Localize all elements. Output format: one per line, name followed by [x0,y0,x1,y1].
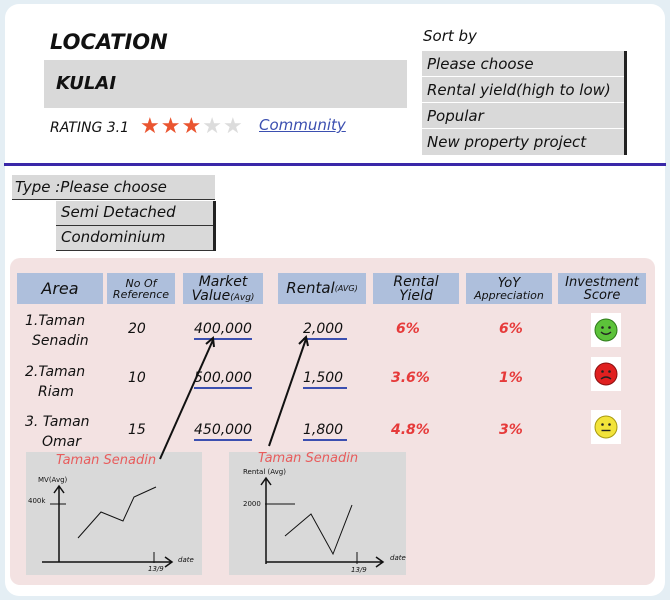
header-investment-score: Investment Score [558,273,646,304]
row-references: 15 [128,422,146,438]
mini-chart-xtick: 13/9 [148,565,164,573]
header-references: No Of Reference [107,273,175,304]
investment-score [591,410,621,444]
happy-face-icon [594,318,618,342]
rating-label: RATING 3.1 [50,120,130,136]
sort-dropdown[interactable]: Please choose Rental yield(high to low) … [422,51,627,155]
area-name-line2: Omar [42,434,81,450]
area-name-line1: 1.Taman [25,313,86,329]
mini-chart-xlabel: date [178,556,194,564]
star-empty-icon: ★ [202,114,223,139]
header-yoy-line1: YoY [497,275,521,291]
neutral-face-icon [594,415,618,439]
table-row-area[interactable]: 2.Taman Riam [25,362,85,402]
mini-chart-xlabel: date [390,554,406,562]
sort-option-rental-yield[interactable]: Rental yield(high to low) [422,77,624,103]
investment-score [591,357,621,391]
row-market-value[interactable]: 400,000 [194,321,252,340]
mini-chart-ylabel: Rental (Avg) [243,468,286,476]
star-icon: ★ [160,114,182,139]
sad-face-icon [594,362,618,386]
star-icon: ★ [140,114,161,139]
type-select[interactable]: Type :Please choose [12,175,215,200]
header-area: Area [17,273,103,304]
header-market-value-word: Value [191,287,231,304]
row-yoy: 1% [499,370,523,386]
header-score-line2: Score [583,287,621,303]
table-row-area[interactable]: 1.Taman Senadin [25,311,89,351]
area-name-line1: 3. Taman [25,414,90,430]
star-icon: ★ [181,114,203,139]
row-references: 10 [128,370,146,386]
header-references-line2: Reference [112,287,170,301]
investment-score [591,313,621,347]
market-value-mini-chart[interactable]: Taman Senadin MV(Avg) 400k date 13/9 [26,452,202,575]
row-references: 20 [128,321,146,337]
header-score-line1: Investment [565,274,639,290]
mini-chart-ylabel: MV(Avg) [38,476,68,484]
header-rental-label: Rental [286,279,335,297]
row-rental-yield: 4.8% [391,422,430,438]
header-yield-line2: Yield [399,287,433,304]
header-area-label: Area [41,278,79,298]
mini-chart-title: Taman Senadin [258,451,359,466]
area-name-line2: Senadin [32,333,89,349]
mini-chart-plot [42,484,174,568]
row-rental-yield: 6% [396,321,420,337]
community-link[interactable]: Community [259,116,346,134]
row-yoy: 3% [499,422,523,438]
section-divider [4,163,666,166]
mini-chart-ytick: 2000 [243,500,261,508]
sort-option-popular[interactable]: Popular [422,103,624,129]
sort-label: Sort by [423,27,477,45]
location-field[interactable]: KULAI [44,60,407,108]
area-name-line1: 2.Taman [25,364,86,380]
rating-stars: ★★★★★ [140,114,244,139]
header-market-line1: Market [198,273,248,290]
mini-chart-ytick: 400k [28,497,46,505]
type-dropdown[interactable]: Semi Detached Condominium [56,201,216,251]
sort-option-please-choose[interactable]: Please choose [422,51,624,77]
rental-mini-chart[interactable]: Taman Senadin Rental (Avg) 2000 date 13/… [229,451,406,575]
mini-chart-plot [260,476,385,568]
area-name-line2: Riam [38,384,74,400]
row-rental[interactable]: 1,500 [303,370,348,389]
type-option-semi-detached[interactable]: Semi Detached [56,201,213,226]
location-title: LOCATION [50,30,168,54]
row-rental-yield: 3.6% [391,370,430,386]
row-yoy: 6% [499,321,523,337]
header-market-line2: Value(Avg) [192,289,255,303]
row-rental[interactable]: 1,800 [303,422,348,441]
header-rental-yield: Rental Yield [373,273,459,304]
header-rental: Rental (AVG) [278,273,366,304]
header-yield-line1: Rental [393,273,439,290]
table-row-area[interactable]: 3. Taman Omar [25,412,90,452]
header-yoy-line2: Appreciation [474,288,544,302]
mini-chart-title: Taman Senadin [56,453,157,468]
header-market-sub: (Avg) [230,292,255,303]
header-rental-sub: (AVG) [334,283,358,293]
header-yoy: YoY Appreciation [466,273,552,304]
star-empty-icon: ★ [222,114,244,139]
header-market-value: Market Value(Avg) [183,273,263,304]
sort-option-new-project[interactable]: New property project [427,133,587,151]
row-market-value[interactable]: 450,000 [194,422,252,441]
row-market-value[interactable]: 500,000 [194,370,252,389]
header-references-line1: No Of [125,276,157,290]
type-option-condominium[interactable]: Condominium [56,226,213,251]
mini-chart-xtick: 13/9 [351,566,367,574]
row-rental[interactable]: 2,000 [303,321,348,340]
